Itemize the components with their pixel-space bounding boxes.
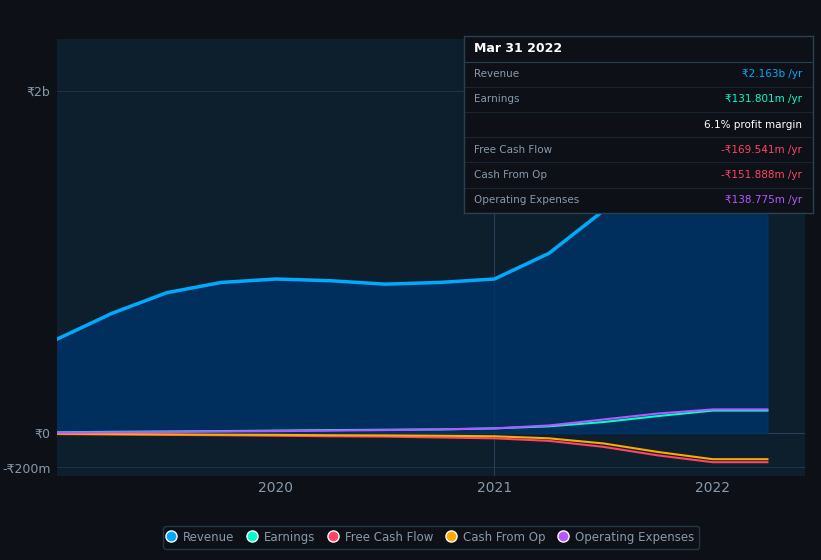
Text: Mar 31 2022: Mar 31 2022 bbox=[475, 43, 562, 55]
Text: 6.1% profit margin: 6.1% profit margin bbox=[704, 120, 802, 129]
Legend: Revenue, Earnings, Free Cash Flow, Cash From Op, Operating Expenses: Revenue, Earnings, Free Cash Flow, Cash … bbox=[163, 526, 699, 549]
Text: Earnings: Earnings bbox=[475, 95, 520, 104]
Text: Operating Expenses: Operating Expenses bbox=[475, 195, 580, 205]
Text: ₹138.775m /yr: ₹138.775m /yr bbox=[725, 195, 802, 205]
Text: -₹151.888m /yr: -₹151.888m /yr bbox=[722, 170, 802, 180]
Text: Revenue: Revenue bbox=[475, 69, 520, 79]
Text: ₹2.163b /yr: ₹2.163b /yr bbox=[742, 69, 802, 79]
Text: Cash From Op: Cash From Op bbox=[475, 170, 548, 180]
Text: ₹131.801m /yr: ₹131.801m /yr bbox=[725, 95, 802, 104]
Text: -₹169.541m /yr: -₹169.541m /yr bbox=[722, 145, 802, 155]
Text: Free Cash Flow: Free Cash Flow bbox=[475, 145, 553, 155]
